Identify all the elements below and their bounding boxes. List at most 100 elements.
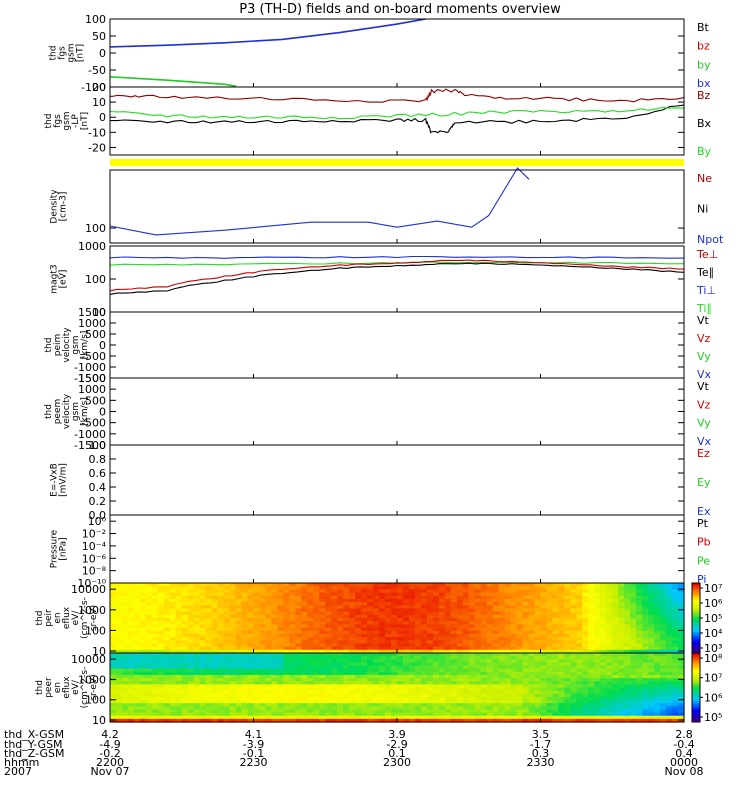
heatmap-cell <box>151 633 159 638</box>
heatmap-cell <box>546 598 554 603</box>
heatmap-cell <box>145 653 153 657</box>
heatmap-cell <box>558 690 566 695</box>
colorbar-segment <box>692 687 700 690</box>
heatmap-cell <box>391 656 398 660</box>
heatmap-cell <box>600 624 607 629</box>
heatmap-cell <box>325 665 332 670</box>
heatmap-cell <box>636 700 643 704</box>
heatmap-cell <box>546 709 554 714</box>
heatmap-cell <box>193 614 201 619</box>
heatmap-cell <box>504 674 512 679</box>
heatmap-cell <box>648 586 655 590</box>
heatmap-cell <box>576 696 583 701</box>
heatmap-cell <box>414 687 422 692</box>
heatmap-cell <box>654 605 661 610</box>
heatmap-cell <box>636 643 643 648</box>
heatmap-cell <box>516 690 524 695</box>
heatmap-cell <box>331 690 338 695</box>
heatmap-cell <box>211 589 219 594</box>
heatmap-cell <box>654 646 661 651</box>
heatmap-cell <box>391 653 398 657</box>
heatmap-cell <box>199 649 207 654</box>
heatmap-cell <box>468 693 476 698</box>
heatmap-cell <box>408 618 416 622</box>
heatmap-cell <box>223 614 231 619</box>
heatmap-cell <box>582 709 589 714</box>
heatmap-cell <box>534 703 542 707</box>
status-bar <box>110 159 684 166</box>
y-axis-label: (cm^2-s- <box>80 667 90 709</box>
heatmap-cell <box>163 646 171 651</box>
heatmap-cell <box>402 709 410 714</box>
heatmap-cell <box>229 700 237 704</box>
heatmap-cell <box>241 656 249 660</box>
heatmap-cell <box>145 703 153 707</box>
heatmap-cell <box>175 643 183 648</box>
heatmap-cell <box>283 586 290 590</box>
heatmap-cell <box>438 633 446 638</box>
heatmap-cell <box>510 627 518 632</box>
heatmap-cell <box>618 586 625 590</box>
heatmap-cell <box>420 712 428 717</box>
heatmap-cell <box>558 608 566 613</box>
heatmap-cell <box>450 627 458 632</box>
heatmap-cell <box>402 718 410 723</box>
heatmap-cell <box>420 718 428 723</box>
heatmap-cell <box>205 586 213 590</box>
heatmap-cell <box>253 633 261 638</box>
heatmap-cell <box>337 608 344 613</box>
heatmap-cell <box>408 718 416 723</box>
heatmap-cell <box>534 618 542 622</box>
y-axis-label: Pressure <box>50 529 60 568</box>
heatmap-cell <box>504 583 512 587</box>
heatmap-cell <box>408 665 416 670</box>
heatmap-cell <box>570 671 577 676</box>
heatmap-cell <box>277 668 284 673</box>
heatmap-cell <box>540 630 548 635</box>
heatmap-cell <box>522 614 530 619</box>
heatmap-cell <box>444 718 452 723</box>
heatmap-cell <box>474 608 482 613</box>
heatmap-cell <box>648 703 655 707</box>
heatmap-cell <box>361 640 368 645</box>
heatmap-cell <box>582 583 589 587</box>
heatmap-cell <box>379 700 386 704</box>
heatmap-cell <box>408 595 416 600</box>
heatmap-cell <box>301 640 308 645</box>
heatmap-cell <box>450 668 458 673</box>
heatmap-cell <box>624 640 631 645</box>
heatmap-cell <box>666 627 673 632</box>
heatmap-cell <box>618 602 625 606</box>
heatmap-cell <box>349 627 356 632</box>
heatmap-cell <box>337 646 344 651</box>
heatmap-cell <box>468 649 476 654</box>
heatmap-cell <box>391 712 398 717</box>
heatmap-cell <box>169 605 177 610</box>
heatmap-cell <box>271 627 279 632</box>
heatmap-cell <box>570 608 577 613</box>
heatmap-cell <box>624 671 631 676</box>
heatmap-cell <box>313 671 320 676</box>
y-tick-label: 1500 <box>78 306 106 319</box>
heatmap-cell <box>432 633 440 638</box>
heatmap-cell <box>235 583 243 587</box>
heatmap-cell <box>516 618 524 622</box>
heatmap-cell <box>564 592 571 597</box>
heatmap-cell <box>319 665 326 670</box>
heatmap-cell <box>486 598 494 603</box>
heatmap-cell <box>558 718 566 723</box>
heatmap-cell <box>145 583 153 587</box>
heatmap-cell <box>181 681 189 685</box>
colorbar-segment <box>692 694 700 697</box>
heatmap-cell <box>444 643 452 648</box>
heatmap-cell <box>265 709 273 714</box>
heatmap-cell <box>319 703 326 707</box>
heatmap-cell <box>379 665 386 670</box>
heatmap-cell <box>552 643 560 648</box>
heatmap-cell <box>265 589 273 594</box>
heatmap-cell <box>199 687 207 692</box>
heatmap-cell <box>630 624 637 629</box>
heatmap-cell <box>391 659 398 664</box>
legend-entry: Ey <box>697 476 711 489</box>
